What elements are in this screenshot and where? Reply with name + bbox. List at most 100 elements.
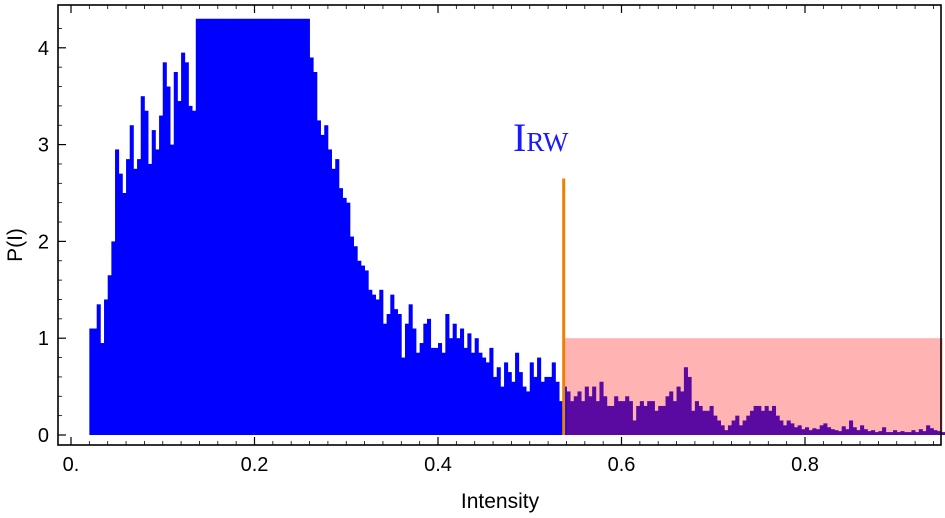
- histogram-bar: [570, 401, 575, 435]
- histogram-bar: [823, 423, 828, 435]
- histogram-bar: [298, 18, 303, 435]
- histogram-bar: [283, 18, 288, 435]
- histogram-bar: [214, 18, 219, 435]
- plot-frame: [57, 4, 942, 446]
- histogram-bar: [834, 430, 839, 435]
- histogram-bar: [371, 294, 377, 435]
- threshold-label-sub: RW: [526, 127, 569, 157]
- histogram-bar: [882, 427, 887, 435]
- histogram-bar: [661, 405, 666, 435]
- histogram-bar: [614, 396, 619, 435]
- histogram-bar: [782, 425, 788, 435]
- histogram-bar: [900, 431, 905, 435]
- histogram-bar: [812, 428, 817, 435]
- histogram-bar: [911, 430, 916, 435]
- histogram-bar: [845, 429, 850, 435]
- histogram-bar: [856, 430, 861, 435]
- histogram-bar: [346, 202, 351, 435]
- histogram-bar: [885, 432, 890, 435]
- histogram-bar: [738, 425, 744, 435]
- histogram-bar: [650, 401, 655, 435]
- histogram-bar: [173, 72, 178, 435]
- histogram-bar: [228, 18, 233, 435]
- histogram-bar: [221, 18, 226, 435]
- histogram-bar: [544, 376, 549, 435]
- histogram-bar: [287, 18, 292, 435]
- histogram-bar: [742, 420, 747, 435]
- histogram-bar: [915, 432, 920, 435]
- histogram-bar: [118, 173, 123, 435]
- histogram-bar: [727, 425, 732, 435]
- histogram-bar: [904, 432, 909, 435]
- histogram-bar: [386, 314, 391, 435]
- histogram-bar: [515, 352, 520, 435]
- histogram-bar: [874, 432, 879, 435]
- histogram-bar: [537, 357, 542, 435]
- histogram-bar: [764, 405, 769, 435]
- histogram-bar: [239, 18, 244, 435]
- histogram-bar: [805, 427, 810, 435]
- histogram-bar: [559, 401, 564, 435]
- histogram-bar: [507, 372, 512, 435]
- histogram-bar: [364, 270, 369, 435]
- histogram-bar: [426, 318, 432, 435]
- histogram-bar: [709, 405, 714, 435]
- histogram-bar: [129, 125, 134, 436]
- histogram-bar: [636, 405, 641, 435]
- histogram-bar: [423, 323, 428, 435]
- histogram-bar: [551, 362, 556, 435]
- histogram-bar: [225, 18, 230, 435]
- histogram-bar: [584, 386, 589, 435]
- histogram-bar: [713, 415, 718, 435]
- histogram-bar: [771, 405, 777, 435]
- x-tick-label: 0.: [63, 454, 80, 476]
- x-tick-label: 0.6: [608, 454, 636, 476]
- histogram-bar: [338, 188, 343, 435]
- histogram-bar: [724, 430, 729, 435]
- histogram-bar: [404, 323, 410, 435]
- histogram-bar: [672, 401, 677, 435]
- histogram-bar: [493, 376, 498, 435]
- histogram-bar: [617, 401, 622, 435]
- histogram-bar: [687, 376, 692, 435]
- histogram-bar: [115, 149, 120, 435]
- x-tick-label: 0.2: [241, 454, 269, 476]
- histogram-bar: [280, 18, 285, 435]
- histogram-bar: [801, 429, 806, 435]
- histogram-bar: [643, 405, 648, 435]
- histogram-bar: [760, 410, 766, 435]
- histogram-bar: [170, 144, 175, 435]
- histogram-bar: [819, 425, 824, 435]
- histogram-bar: [217, 18, 222, 435]
- histogram-bar: [705, 410, 710, 435]
- histogram-bar: [786, 420, 791, 435]
- histogram-bar: [658, 405, 663, 435]
- histogram-bar: [680, 391, 685, 435]
- histogram-bar: [797, 425, 802, 435]
- histogram-bar: [140, 96, 145, 435]
- histogram-bar: [603, 396, 608, 435]
- histogram-bar: [368, 289, 373, 435]
- histogram-bar: [390, 294, 395, 435]
- histogram-bar: [849, 420, 854, 435]
- histogram-bar: [397, 314, 402, 435]
- histogram-bar: [588, 396, 593, 435]
- histogram-bar: [731, 420, 736, 435]
- histogram-bar: [852, 427, 857, 435]
- histogram-bar: [111, 241, 116, 435]
- histogram-bar: [676, 386, 681, 435]
- histogram-bar: [808, 430, 813, 435]
- histogram-bar: [151, 130, 156, 435]
- histogram-bar: [313, 72, 318, 435]
- histogram-bar: [496, 367, 501, 435]
- histogram-bar: [467, 333, 472, 435]
- histogram-bar: [327, 149, 332, 435]
- histogram-bar: [412, 328, 417, 435]
- histogram-bar: [181, 52, 186, 435]
- histogram-bar: [937, 431, 942, 435]
- histogram-bar: [305, 18, 310, 435]
- histogram-bar: [665, 396, 670, 435]
- histogram-bar: [276, 18, 281, 435]
- y-tick-label: 2: [38, 231, 49, 253]
